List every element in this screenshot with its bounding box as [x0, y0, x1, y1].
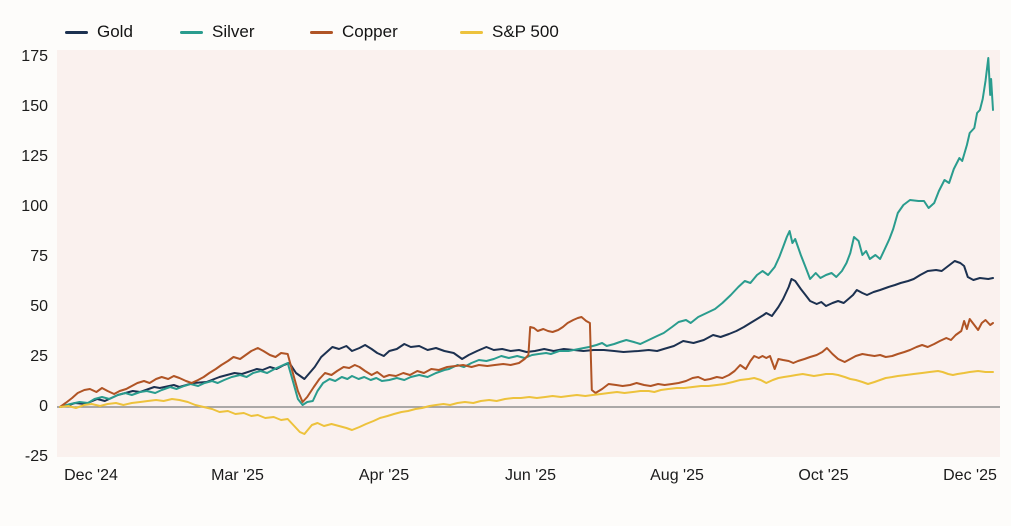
plot-area — [57, 50, 1000, 457]
silver-line-swatch — [180, 30, 203, 34]
x-tick-label: Dec '24 — [64, 467, 118, 484]
y-tick-label: 125 — [21, 148, 48, 165]
y-tick-label: 25 — [30, 348, 48, 365]
legend-item-sp500[interactable]: S&P 500 — [460, 22, 559, 42]
series-line-s-p-500 — [59, 370, 994, 435]
series-line-copper — [59, 316, 994, 408]
x-tick-label: Mar '25 — [211, 467, 264, 484]
x-tick-label: Apr '25 — [358, 467, 410, 484]
y-tick-label: 175 — [21, 48, 48, 65]
series-line-silver — [59, 57, 994, 408]
legend-label-sp500: S&P 500 — [492, 22, 559, 41]
series-line-gold — [59, 260, 994, 408]
x-tick-label: Jun '25 — [504, 467, 557, 484]
y-tick-label: 0 — [39, 398, 48, 415]
legend-item-copper[interactable]: Copper — [310, 22, 398, 42]
legend-item-gold[interactable]: Gold — [65, 22, 133, 42]
y-tick-label: 75 — [30, 248, 48, 265]
legend-label-silver: Silver — [212, 22, 255, 41]
gold-line-swatch — [65, 30, 88, 34]
legend-label-copper: Copper — [342, 22, 398, 41]
legend-label-gold: Gold — [97, 22, 133, 41]
y-tick-label: 50 — [30, 298, 48, 315]
x-tick-label: Dec '25 — [943, 467, 997, 484]
y-tick-label: 150 — [21, 98, 48, 115]
x-tick-label: Aug '25 — [650, 467, 704, 484]
y-tick-label: 100 — [21, 198, 48, 215]
legend-item-silver[interactable]: Silver — [180, 22, 255, 42]
copper-line-swatch — [310, 30, 333, 34]
legend: Gold Silver Copper S&P 500 — [0, 0, 1011, 46]
y-tick-label: -25 — [24, 448, 48, 465]
sp500-line-swatch — [460, 30, 483, 34]
x-tick-label: Oct '25 — [798, 467, 849, 484]
